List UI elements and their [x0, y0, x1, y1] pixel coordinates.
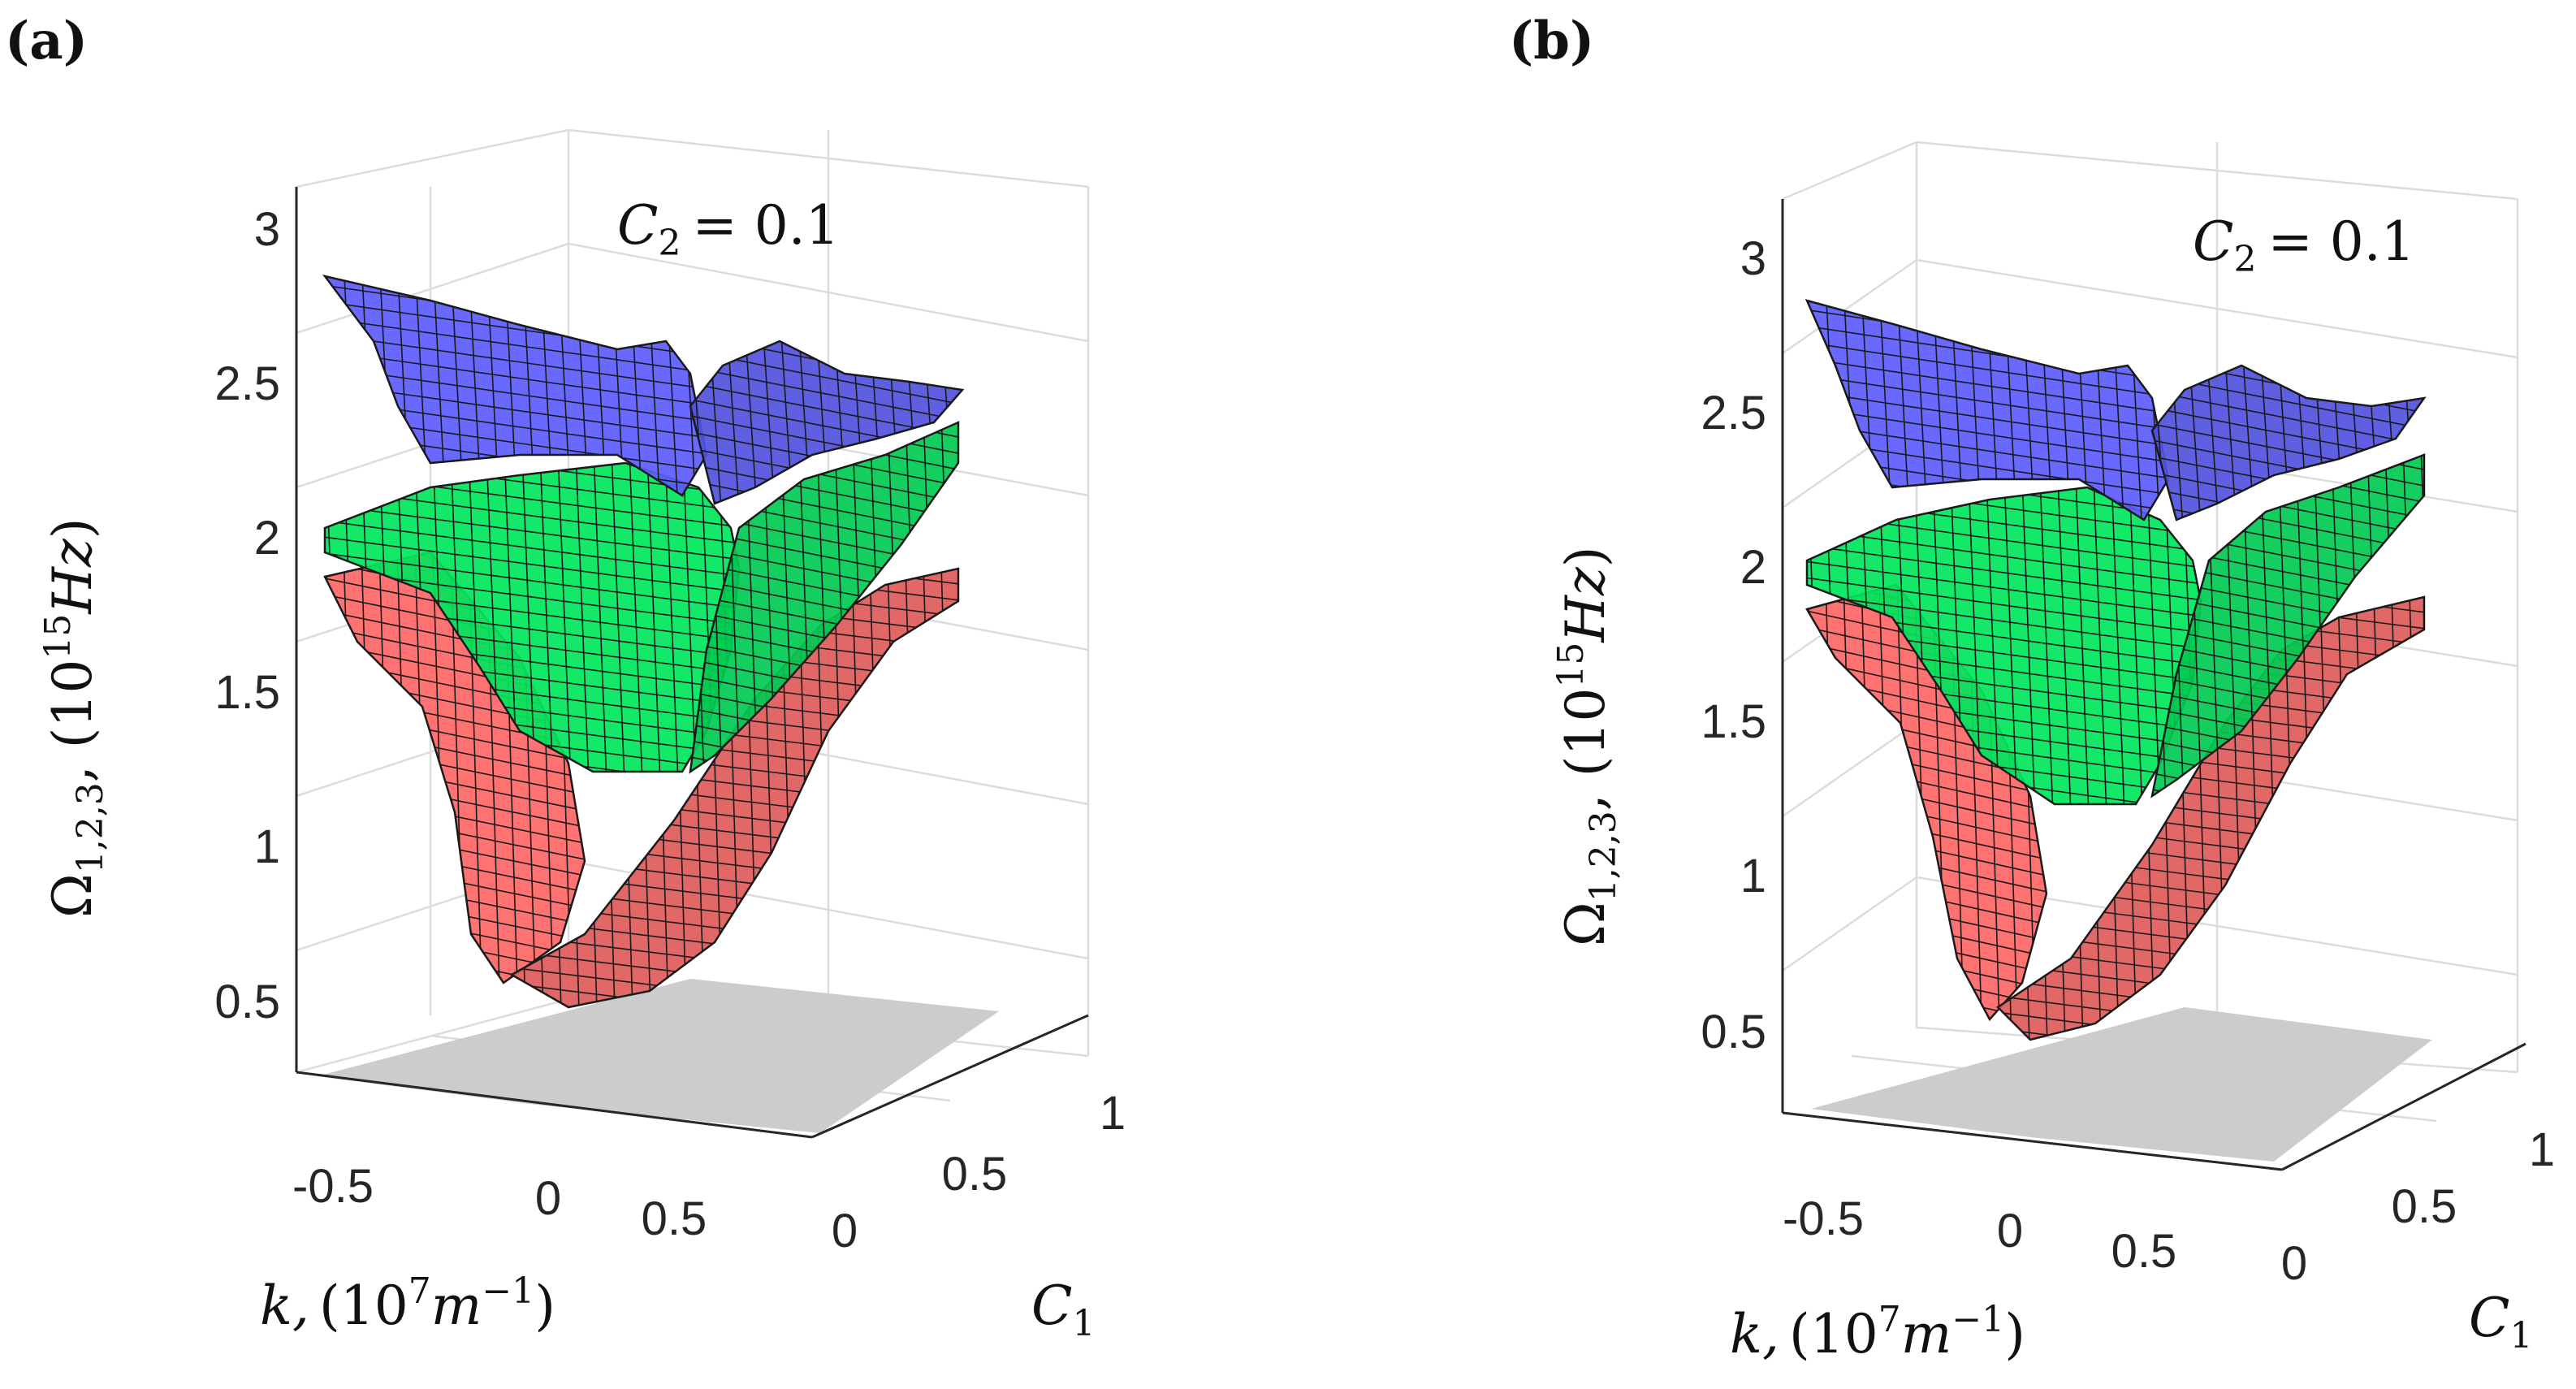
surface-sheet	[509, 567, 960, 1009]
panel-b-y-ticks: 0 0.5 1	[2281, 1123, 2555, 1290]
x-tick-label: 0	[535, 1172, 561, 1225]
x-tick-label: 0	[1997, 1205, 2023, 1257]
panel-b-floor-projection	[1811, 1007, 2432, 1162]
z-tick-label: 3	[1740, 232, 1766, 285]
surface-sheet	[2150, 453, 2426, 798]
panel-b-x-ticks: -0.5 0 0.5	[1783, 1192, 2176, 1278]
y-tick-label: 1	[2529, 1123, 2555, 1176]
y-tick-label: 0	[2281, 1237, 2307, 1290]
panel-a-floor-projection	[317, 979, 999, 1133]
x-tick-label: 0.5	[2111, 1225, 2177, 1278]
panel-b-z-ticks: 0.5 1 1.5 2 2.5 3	[1701, 232, 1766, 1058]
z-tick-label: 0.5	[1701, 1006, 1766, 1058]
y-tick-label: 0.5	[942, 1148, 1008, 1201]
panel-a-x-ticks: -0.5 0 0.5	[292, 1160, 707, 1245]
panel-a: (a)	[5, 11, 1126, 1344]
z-tick-label: 2	[254, 512, 280, 565]
panel-a-y-ticks: 0 0.5 1	[832, 1087, 1126, 1257]
panel-b-axes	[1781, 199, 2526, 1171]
z-tick-label: 1	[254, 820, 280, 873]
z-axis-label-a: Ω1,2,3, (1015Hz)	[37, 518, 111, 919]
z-tick-label: 1.5	[214, 666, 280, 719]
panel-b-surfaces	[1804, 299, 2427, 1041]
z-axis-label-b: Ω1,2,3, (1015Hz)	[1550, 547, 1624, 947]
x-tick-label: 0.5	[642, 1192, 707, 1245]
surface-sheet	[2150, 364, 2427, 521]
z-tick-label: 0.5	[214, 976, 280, 1028]
x-axis-label-b: k, (107m−1)	[1730, 1299, 2025, 1365]
panel-label-a: (a)	[5, 11, 88, 71]
panel-a-z-ticks: 0.5 1 1.5 2 2.5 3	[214, 203, 280, 1028]
x-axis-label-a: k, (107m−1)	[260, 1270, 555, 1337]
z-tick-label: 2.5	[1701, 387, 1766, 439]
annotation-c2-b: C2 = 0.1	[2193, 210, 2415, 280]
z-tick-label: 3	[254, 203, 280, 256]
panel-b: (b)	[1509, 11, 2555, 1365]
z-tick-label: 1	[1740, 850, 1766, 902]
z-tick-label: 1.5	[1701, 695, 1766, 748]
x-tick-label: -0.5	[1783, 1192, 1864, 1245]
surface-sheet	[689, 340, 965, 505]
y-tick-label: 1	[1100, 1087, 1126, 1140]
panel-label-b: (b)	[1509, 11, 1594, 71]
surface-sheet	[1804, 299, 2170, 521]
y-axis-label-a: C1	[1031, 1274, 1096, 1344]
y-tick-label: 0.5	[2392, 1180, 2457, 1233]
y-tick-label: 0	[832, 1205, 858, 1257]
y-axis-label-b: C1	[2469, 1287, 2533, 1357]
annotation-c2-a: C2 = 0.1	[617, 194, 840, 264]
z-tick-label: 2	[1740, 541, 1766, 594]
z-tick-label: 2.5	[214, 357, 280, 410]
x-tick-label: -0.5	[292, 1160, 374, 1213]
panel-a-surfaces	[322, 275, 965, 1009]
panel-a-axes	[295, 187, 1089, 1139]
